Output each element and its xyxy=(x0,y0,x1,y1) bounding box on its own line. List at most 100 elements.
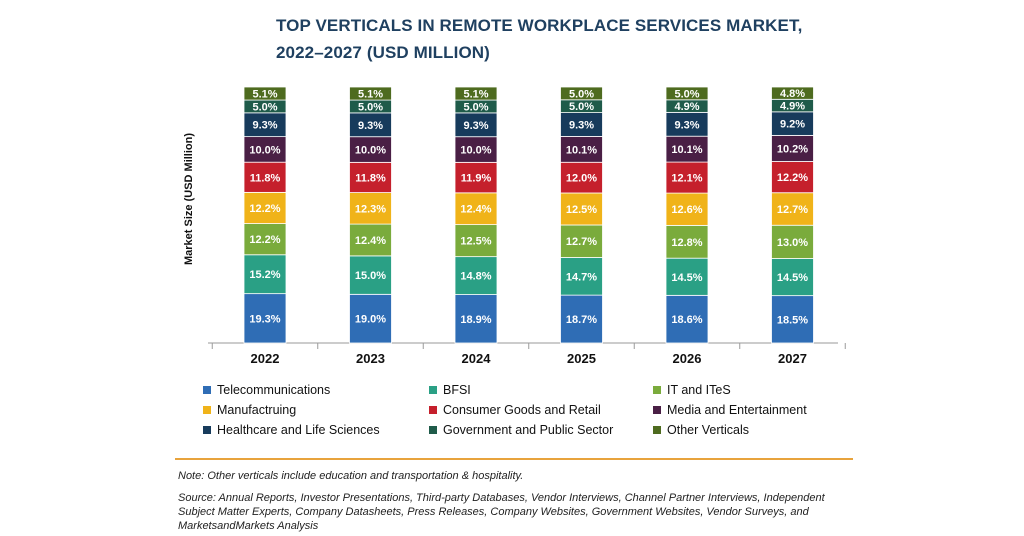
legend-label: Media and Entertainment xyxy=(667,403,807,417)
legend-item: Telecommunications xyxy=(203,383,330,397)
bar-segment xyxy=(243,223,287,256)
data-label: 12.0% xyxy=(566,173,597,185)
legend-label: Other Verticals xyxy=(667,423,749,437)
legend-label: Consumer Goods and Retail xyxy=(443,403,601,417)
data-label: 12.5% xyxy=(460,236,491,248)
data-label: 12.6% xyxy=(671,204,702,216)
bar-segment xyxy=(454,86,498,101)
data-label: 9.3% xyxy=(463,120,488,132)
legend-swatch xyxy=(203,386,211,394)
bar-segment xyxy=(454,224,498,258)
data-label: 19.3% xyxy=(249,313,280,325)
legend-label: Telecommunications xyxy=(217,383,331,397)
chart-title-line-1: TOP VERTICALS IN REMOTE WORKPLACE SERVIC… xyxy=(276,16,803,35)
data-label: 10.0% xyxy=(355,145,386,157)
data-label: 4.8% xyxy=(780,88,805,100)
bar-segment xyxy=(560,161,603,194)
bar-segment xyxy=(771,86,814,100)
bar-segment xyxy=(560,257,603,296)
data-label: 10.1% xyxy=(671,144,702,156)
data-label: 11.8% xyxy=(355,172,386,184)
x-tick-label: 2023 xyxy=(356,351,385,366)
bar-segment xyxy=(665,135,709,163)
data-label: 15.2% xyxy=(249,269,280,281)
legend-item: Government and Public Sector xyxy=(429,423,613,437)
bar-segment xyxy=(665,257,709,296)
x-tick-label: 2026 xyxy=(673,351,702,366)
stacked-bar-chart: 19.3% 15.2% 12.2% 12.2% 11.8% 10.0% 9.3% 5.0% 5.… xyxy=(208,86,846,366)
bar-segment xyxy=(243,191,287,224)
chart-note: Note: Other verticals include education … xyxy=(178,470,524,482)
data-label: 14.8% xyxy=(460,271,491,283)
data-label: 18.9% xyxy=(460,314,491,326)
legend-swatch xyxy=(429,406,437,414)
chart-title: TOP VERTICALS IN REMOTE WORKPLACE SERVIC… xyxy=(276,12,803,66)
data-label: 14.5% xyxy=(777,272,808,284)
legend-label: IT and ITeS xyxy=(667,383,731,397)
bar-segment xyxy=(665,294,709,344)
data-label: 5.0% xyxy=(674,88,699,100)
legend-swatch xyxy=(429,426,437,434)
bar-segment xyxy=(771,258,814,297)
data-label: 12.1% xyxy=(671,173,702,185)
bar-segment xyxy=(560,224,603,258)
bar-segment xyxy=(771,192,814,226)
data-label: 12.4% xyxy=(355,235,386,247)
bar-segment xyxy=(243,86,287,101)
data-label: 13.0% xyxy=(777,237,808,249)
legend-label: BFSI xyxy=(443,383,471,397)
bar-segment xyxy=(243,254,287,295)
legend-label: Healthcare and Life Sciences xyxy=(217,423,380,437)
legend-swatch xyxy=(429,386,437,394)
legend-item: Manufactruing xyxy=(203,403,296,417)
data-label: 5.0% xyxy=(463,101,488,113)
data-label: 9.3% xyxy=(674,119,699,131)
data-label: 5.1% xyxy=(358,89,383,101)
x-tick-label: 2025 xyxy=(567,351,596,366)
legend-item: BFSI xyxy=(429,383,471,397)
data-label: 12.2% xyxy=(249,203,280,215)
bar-segment xyxy=(560,86,603,101)
legend-swatch xyxy=(203,426,211,434)
chart-title-line-2: 2022–2027 (USD MILLION) xyxy=(276,43,490,62)
bar-segment xyxy=(665,86,709,101)
divider-rule xyxy=(175,458,853,460)
data-label: 12.2% xyxy=(249,234,280,246)
data-label: 10.0% xyxy=(249,144,280,156)
data-label: 9.3% xyxy=(252,120,277,132)
bar-segment xyxy=(665,192,709,226)
legend-item: IT and ITeS xyxy=(653,383,731,397)
data-label: 9.3% xyxy=(358,120,383,132)
data-label: 14.5% xyxy=(671,272,702,284)
legend-item: Consumer Goods and Retail xyxy=(429,403,601,417)
data-label: 12.3% xyxy=(355,203,386,215)
data-label: 10.2% xyxy=(777,143,808,155)
bar-segment xyxy=(454,256,498,295)
bar-segment xyxy=(349,161,392,193)
data-label: 9.3% xyxy=(569,120,594,132)
chart-source: Source: Annual Reports, Investor Present… xyxy=(178,492,825,532)
data-label: 5.1% xyxy=(252,89,277,101)
data-label: 9.2% xyxy=(780,119,805,131)
data-label: 14.7% xyxy=(566,271,597,283)
bar-segment xyxy=(349,293,392,344)
bar-segment xyxy=(349,136,392,163)
data-label: 4.9% xyxy=(780,101,805,113)
data-label: 12.5% xyxy=(566,204,597,216)
bar-segment xyxy=(665,161,709,194)
data-label: 12.2% xyxy=(777,172,808,184)
bar-segment xyxy=(349,223,392,257)
legend-label: Manufactruing xyxy=(217,403,297,417)
bar-segment xyxy=(349,255,392,295)
bar-segment xyxy=(349,86,392,101)
bar-segment xyxy=(454,161,498,194)
bar-segment xyxy=(454,294,498,344)
data-label: 10.1% xyxy=(566,144,597,156)
data-label: 18.6% xyxy=(671,314,702,326)
legend-swatch xyxy=(653,406,661,414)
legend-item: Other Verticals xyxy=(653,423,749,437)
bar-segment xyxy=(243,293,287,344)
data-label: 19.0% xyxy=(355,314,386,326)
x-tick-label: 2027 xyxy=(778,351,807,366)
data-label: 12.4% xyxy=(460,204,491,216)
